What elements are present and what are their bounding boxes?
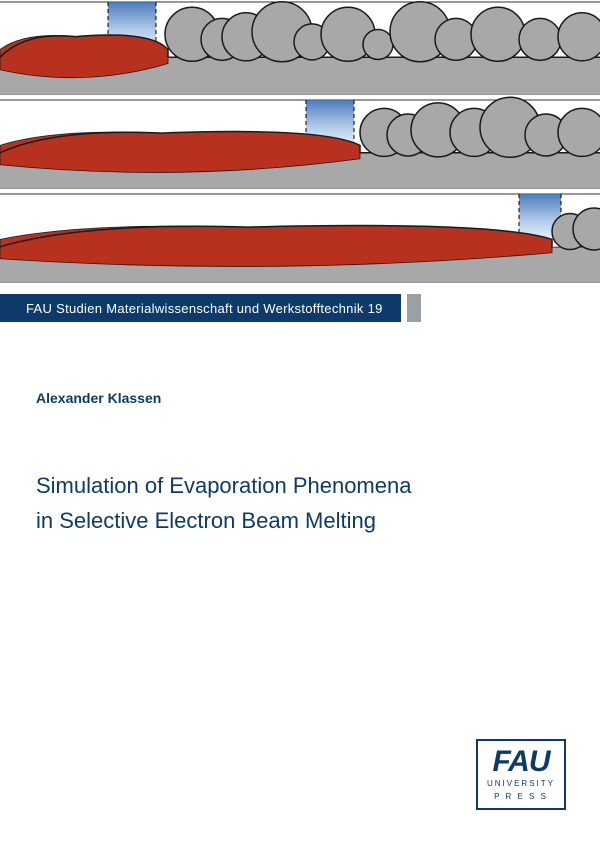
title-line-1: Simulation of Evaporation Phenomena: [36, 468, 411, 503]
series-label: FAU Studien Materialwissenschaft und Wer…: [0, 294, 401, 322]
publisher-logo: FAU UNIVERSITY P R E S S: [476, 739, 566, 810]
logo-main-text: FAU: [482, 747, 560, 777]
logo-sub-1: UNIVERSITY: [482, 779, 560, 789]
book-title: Simulation of Evaporation Phenomena in S…: [36, 468, 411, 538]
series-bar: FAU Studien Materialwissenschaft und Wer…: [0, 294, 421, 322]
author-name: Alexander Klassen: [36, 390, 161, 406]
simulation-panels-svg: [0, 0, 600, 284]
cover-illustration: [0, 0, 600, 280]
logo-sub-2: P R E S S: [482, 792, 560, 802]
series-accent-block: [407, 294, 421, 322]
title-line-2: in Selective Electron Beam Melting: [36, 503, 411, 538]
